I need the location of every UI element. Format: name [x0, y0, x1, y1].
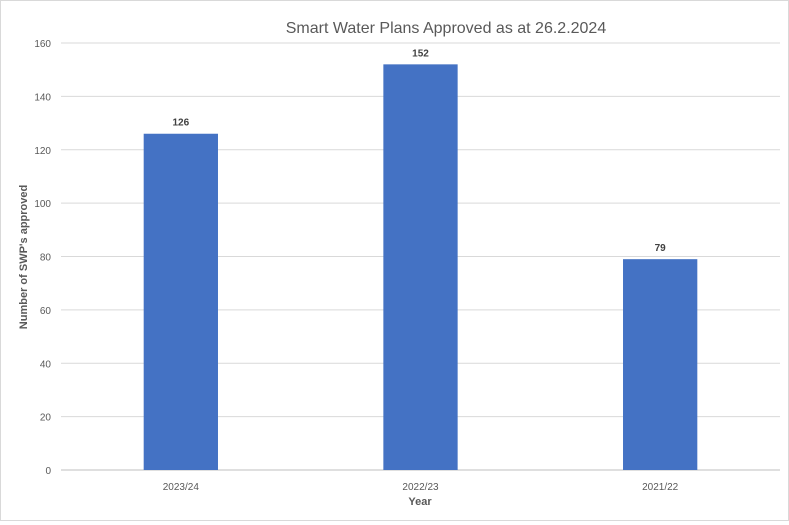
chart-title: Smart Water Plans Approved as at 26.2.20…: [286, 20, 607, 37]
data-label: 126: [172, 118, 189, 129]
bar: [143, 133, 218, 471]
y-tick-label: 140: [34, 92, 51, 103]
x-axis-ticks: 2023/24 2022/23 2021/22: [163, 482, 679, 493]
y-axis-title: Number of SWP's approved: [18, 185, 30, 329]
y-tick-label: 40: [40, 359, 52, 370]
y-tick-label: 160: [34, 39, 51, 50]
x-tick-label: 2022/23: [402, 482, 439, 493]
data-label: 79: [655, 243, 667, 254]
y-tick-label: 80: [40, 253, 52, 264]
data-labels: 126 152 79: [172, 48, 666, 254]
y-tick-label: 120: [34, 146, 51, 157]
data-label: 152: [412, 48, 429, 59]
x-axis-title: Year: [408, 496, 432, 508]
bar: [623, 259, 698, 470]
y-tick-label: 100: [34, 199, 51, 210]
y-tick-label: 20: [40, 413, 52, 424]
y-tick-label: 60: [40, 306, 52, 317]
x-tick-label: 2023/24: [163, 482, 200, 493]
bar: [383, 64, 458, 470]
y-tick-label: 0: [45, 466, 51, 477]
x-tick-label: 2021/22: [642, 482, 679, 493]
y-axis-ticks: 0 20 40 60 80 100 120 140 160: [34, 39, 51, 477]
bars: [143, 64, 698, 471]
